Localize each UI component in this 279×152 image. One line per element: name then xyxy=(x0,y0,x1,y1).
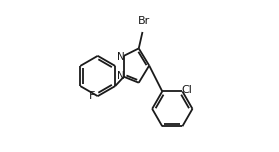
Text: Cl: Cl xyxy=(182,85,193,95)
Text: N: N xyxy=(117,52,124,62)
Text: Br: Br xyxy=(138,16,150,26)
Text: N: N xyxy=(117,71,124,81)
Text: F: F xyxy=(89,91,95,101)
